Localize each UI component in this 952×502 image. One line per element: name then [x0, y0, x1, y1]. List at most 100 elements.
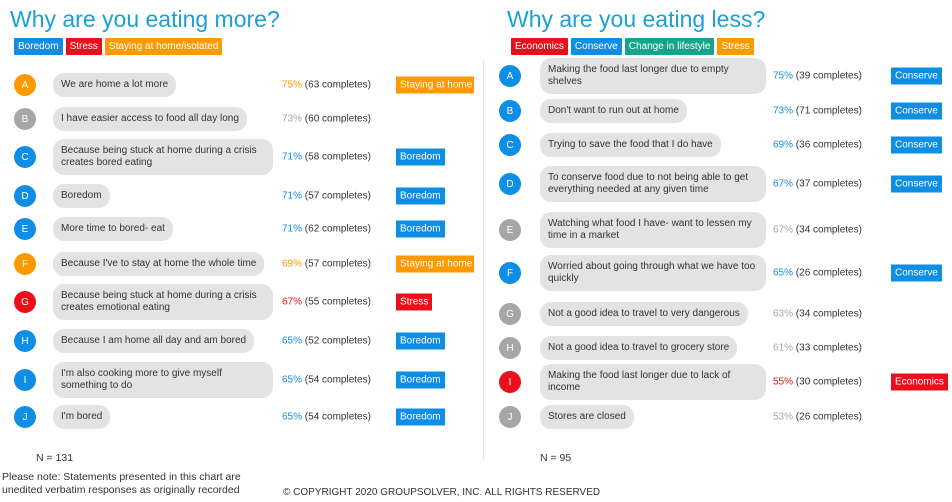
percent: 71% — [282, 151, 303, 163]
completes: (63 completes) — [304, 79, 371, 91]
completes: (71 completes) — [795, 105, 862, 117]
percent: 63% — [773, 308, 794, 320]
percent-group: 73% (60 completes) — [282, 114, 371, 125]
percent-group: 69% (57 completes) — [282, 259, 371, 270]
letter-badge: I — [499, 371, 521, 393]
letter-badge: F — [499, 262, 521, 284]
letter-badge: A — [499, 65, 521, 87]
percent: 67% — [773, 224, 794, 236]
statement: Because I've to stay at home the whole t… — [53, 252, 265, 276]
percent: 65% — [773, 267, 794, 279]
statement: Because being stuck at home during a cri… — [53, 284, 273, 320]
percent-group: 71% (58 completes) — [282, 152, 371, 163]
letter-badge: D — [499, 173, 521, 195]
percent-group: 63% (34 completes) — [773, 309, 862, 320]
legend-tag: Staying at home/isolated — [104, 38, 223, 55]
category-tag: Staying at home — [396, 255, 474, 273]
letter-badge: B — [499, 100, 521, 122]
completes: (30 completes) — [795, 376, 862, 388]
percent: 73% — [773, 105, 794, 117]
completes: (57 completes) — [304, 258, 371, 270]
category-tag: Economics — [891, 373, 948, 391]
completes: (34 completes) — [795, 224, 862, 236]
percent: 75% — [282, 79, 303, 91]
letter-badge: G — [14, 291, 36, 313]
letter-badge: I — [14, 369, 36, 391]
percent: 65% — [282, 411, 303, 423]
completes: (26 completes) — [795, 267, 862, 279]
percent: 65% — [282, 335, 303, 347]
category-tag: Boredom — [396, 371, 445, 389]
percent-group: 61% (33 completes) — [773, 343, 862, 354]
category-tag: Conserve — [891, 102, 942, 120]
statement: To conserve food due to not being able t… — [540, 166, 766, 202]
letter-badge: D — [14, 185, 36, 207]
percent-group: 73% (71 completes) — [773, 106, 862, 117]
legend-tag: Stress — [65, 38, 102, 55]
completes: (39 completes) — [795, 70, 862, 82]
percent-group: 67% (55 completes) — [282, 297, 371, 308]
completes: (36 completes) — [795, 139, 862, 151]
statement: Stores are closed — [540, 405, 634, 429]
note: Please note: Statements presented in thi… — [2, 471, 241, 496]
percent-group: 53% (26 completes) — [773, 412, 862, 423]
percent: 61% — [773, 342, 794, 354]
category-tag: Conserve — [891, 136, 942, 154]
statement: Making the food last longer due to lack … — [540, 364, 766, 400]
legend-tag: Economics — [511, 38, 568, 55]
category-tag: Boredom — [396, 408, 445, 426]
letter-badge: J — [499, 406, 521, 428]
statement: I have easier access to food all day lon… — [53, 107, 247, 131]
statement: I'm also cooking more to give myself som… — [53, 362, 273, 398]
legend: Economics Conserve Change in lifestyle Stre… — [511, 38, 754, 55]
statement: Not a good idea to travel to grocery sto… — [540, 336, 738, 360]
legend-tag: Stress — [717, 38, 754, 55]
category-tag: Boredom — [396, 148, 445, 166]
percent: 67% — [773, 178, 794, 190]
divider — [483, 60, 484, 460]
letter-badge: G — [499, 303, 521, 325]
percent-group: 55% (30 completes) — [773, 377, 862, 388]
statement: Because I am home all day and am bored — [53, 329, 255, 353]
percent: 69% — [282, 258, 303, 270]
percent-group: 65% (52 completes) — [282, 336, 371, 347]
percent-group: 71% (62 completes) — [282, 224, 371, 235]
completes: (26 completes) — [795, 411, 862, 423]
percent: 55% — [773, 376, 794, 388]
category-tag: Conserve — [891, 175, 942, 193]
statement: Watching what food I have- want to lesse… — [540, 212, 766, 248]
completes: (52 completes) — [304, 335, 371, 347]
percent-group: 65% (26 completes) — [773, 268, 862, 279]
category-tag: Conserve — [891, 67, 942, 85]
statement: Because being stuck at home during a cri… — [53, 139, 273, 175]
statement: More time to bored- eat — [53, 217, 173, 241]
percent-group: 65% (54 completes) — [282, 412, 371, 423]
letter-badge: F — [14, 253, 36, 275]
completes: (37 completes) — [795, 178, 862, 190]
completes: (55 completes) — [304, 296, 371, 308]
sample-size: N = 95 — [540, 452, 572, 464]
copyright: © COPYRIGHT 2020 GROUPSOLVER, INC. ALL R… — [283, 487, 601, 498]
category-tag: Boredom — [396, 220, 445, 238]
completes: (54 completes) — [304, 411, 371, 423]
statement: Don't want to run out at home — [540, 99, 687, 123]
legend-tag: Boredom — [14, 38, 63, 55]
percent-group: 75% (39 completes) — [773, 71, 862, 82]
percent: 65% — [282, 374, 303, 386]
panel-title: Why are you eating less? — [507, 6, 766, 32]
category-tag: Stress — [396, 293, 433, 311]
category-tag: Boredom — [396, 187, 445, 205]
percent: 67% — [282, 296, 303, 308]
completes: (60 completes) — [304, 113, 371, 125]
completes: (54 completes) — [304, 374, 371, 386]
category-tag: Staying at home — [396, 76, 474, 94]
statement: I'm bored — [53, 405, 111, 429]
panel-title: Why are you eating more? — [10, 6, 280, 32]
letter-badge: E — [14, 218, 36, 240]
percent-group: 75% (63 completes) — [282, 80, 371, 91]
legend-tag: Conserve — [570, 38, 622, 55]
percent: 53% — [773, 411, 794, 423]
percent: 75% — [773, 70, 794, 82]
letter-badge: C — [499, 134, 521, 156]
